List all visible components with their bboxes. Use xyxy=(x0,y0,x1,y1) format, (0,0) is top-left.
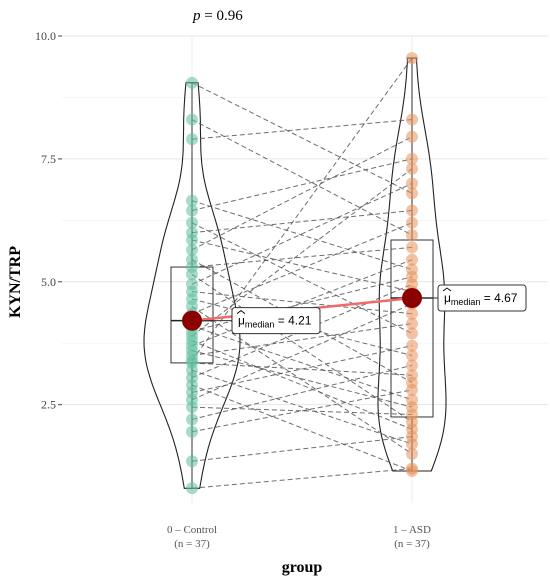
data-point xyxy=(186,243,198,256)
pair-line xyxy=(191,291,413,315)
data-point xyxy=(406,52,418,65)
data-point xyxy=(406,113,418,126)
median-label-text: μmedian = 4.67 xyxy=(444,291,518,307)
data-point xyxy=(406,447,418,460)
data-point xyxy=(406,465,418,478)
data-point xyxy=(186,413,198,426)
median-markers: μmedian = 4.21 μmedian = 4.67 xyxy=(182,284,527,335)
data-point xyxy=(186,482,198,495)
data-point xyxy=(406,241,418,254)
pair-line xyxy=(191,246,413,268)
pair-line xyxy=(191,325,413,401)
pair-line xyxy=(191,57,413,361)
data-point xyxy=(186,234,198,247)
x-axis-title: group xyxy=(282,559,323,576)
data-point xyxy=(186,204,198,217)
median-label-text: μmedian = 4.21 xyxy=(238,314,312,330)
x-tick-label: 0 – Control xyxy=(167,524,217,536)
y-tick-label: 7.5 xyxy=(41,152,56,166)
pair-line xyxy=(191,239,413,293)
pair-line xyxy=(191,259,413,347)
median-marker xyxy=(402,288,422,309)
data-point xyxy=(406,339,418,352)
pair-line xyxy=(191,345,413,393)
pair-line xyxy=(191,276,413,332)
pair-line xyxy=(191,183,413,285)
x-tick-sample-size: (n = 37) xyxy=(394,538,430,550)
y-axis: 2.5 5.0 7.5 10.0 xyxy=(35,29,62,412)
pair-line xyxy=(191,158,413,211)
data-point xyxy=(406,349,418,362)
pair-line xyxy=(191,119,413,236)
data-point xyxy=(186,76,198,89)
pair-line xyxy=(191,389,413,433)
pair-line xyxy=(191,210,413,234)
x-tick-label: 1 – ASD xyxy=(393,524,431,536)
data-point xyxy=(406,204,418,217)
data-point xyxy=(406,253,418,266)
data-point xyxy=(406,307,418,320)
data-point xyxy=(406,229,418,242)
data-point xyxy=(186,455,198,468)
data-point xyxy=(406,327,418,340)
pair-line xyxy=(191,436,413,462)
boxplots xyxy=(170,58,434,489)
data-point xyxy=(186,216,198,229)
pair-line xyxy=(191,350,413,408)
pair-line xyxy=(191,200,413,270)
median-hat-icon xyxy=(236,310,246,314)
data-point xyxy=(406,187,418,200)
y-tick-label: 5.0 xyxy=(41,275,56,289)
data-point xyxy=(406,383,418,396)
pair-line xyxy=(191,468,413,489)
x-tick-sample-size: (n = 37) xyxy=(174,538,210,550)
pair-line xyxy=(191,82,413,194)
data-point xyxy=(186,194,198,207)
data-point xyxy=(186,113,198,126)
pair-line xyxy=(191,259,413,383)
pair-line xyxy=(191,369,413,445)
pair-line xyxy=(191,364,413,420)
y-tick-label: 2.5 xyxy=(41,398,56,412)
median-marker xyxy=(182,310,202,331)
data-points xyxy=(186,52,418,495)
data-point xyxy=(186,425,198,438)
data-point xyxy=(406,177,418,190)
pair-line xyxy=(191,136,413,251)
data-point xyxy=(186,133,198,146)
data-point xyxy=(406,438,418,451)
data-point xyxy=(406,359,418,372)
median-label-box xyxy=(231,307,321,335)
pair-line xyxy=(191,222,413,334)
pair-line xyxy=(191,406,413,416)
data-point xyxy=(406,130,418,143)
median-label-box xyxy=(437,284,527,312)
data-point xyxy=(406,152,418,165)
data-point xyxy=(406,162,418,175)
data-point xyxy=(406,317,418,330)
median-hat-icon xyxy=(442,287,452,292)
grid-lines xyxy=(62,35,548,503)
pair-line xyxy=(191,323,413,357)
data-point xyxy=(406,216,418,229)
pair-line xyxy=(191,305,413,455)
pair-line xyxy=(191,384,413,472)
data-point xyxy=(186,268,198,281)
y-tick-label: 10.0 xyxy=(35,29,56,43)
subtitle: p = 0.96 xyxy=(192,8,243,24)
pair-line xyxy=(191,168,413,337)
pair-line xyxy=(191,362,413,376)
pair-line xyxy=(191,119,413,140)
y-axis-title: KYN/TRP xyxy=(7,246,24,318)
data-point xyxy=(186,401,198,414)
x-axis: 0 – Control (n = 37) 1 – ASD (n = 37) xyxy=(167,524,431,550)
